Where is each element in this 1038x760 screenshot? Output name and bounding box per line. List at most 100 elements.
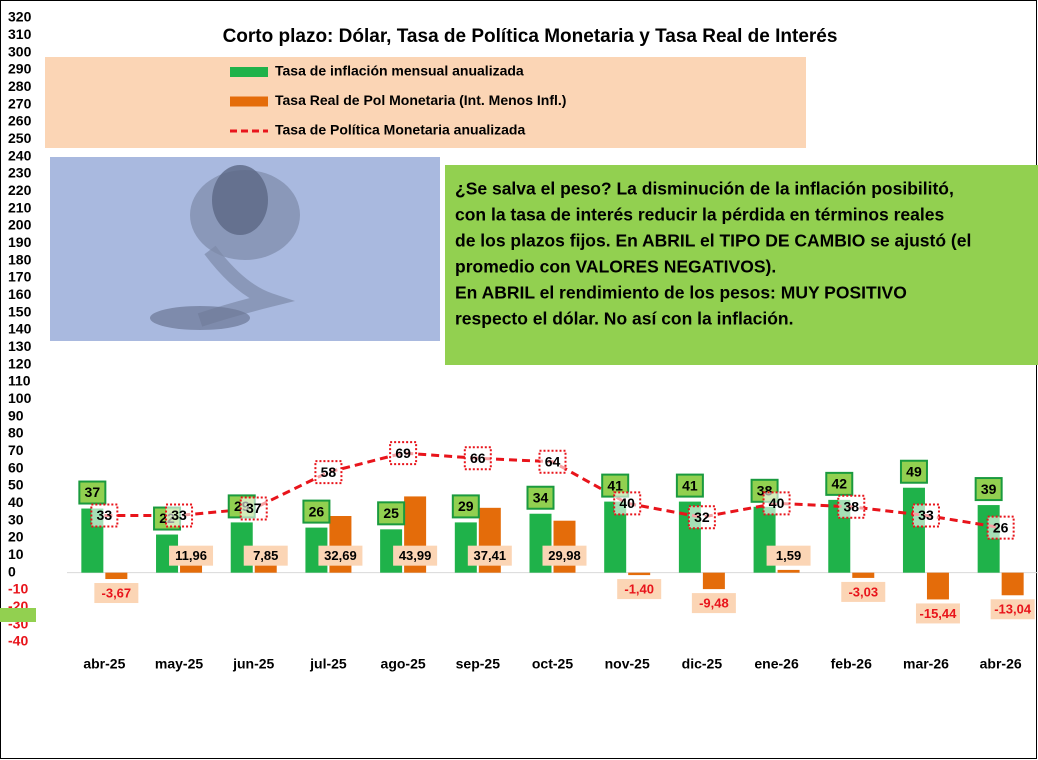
x-tick-label: jun-25 [232, 656, 274, 672]
y-tick-label: 40 [8, 494, 24, 510]
x-tick-label: dic-25 [682, 656, 723, 672]
legend-label: Tasa de inflación mensual anualizada [275, 63, 524, 79]
data-label: 33 [97, 507, 113, 523]
x-tick-label: abr-26 [980, 656, 1022, 672]
data-label: 32,69 [324, 548, 357, 563]
y-tick-label: 160 [8, 286, 32, 302]
y-tick-label: 20 [8, 529, 24, 545]
data-label: 37,41 [474, 548, 507, 563]
y-tick-label: 60 [8, 459, 24, 475]
data-label: 29,98 [548, 548, 581, 563]
legend-marker [230, 97, 268, 107]
x-tick-label: may-25 [155, 656, 203, 672]
data-label: 41 [682, 477, 698, 493]
y-tick-label: 10 [8, 546, 24, 562]
data-label: 33 [171, 507, 187, 523]
y-tick-label: -10 [8, 581, 28, 597]
chart-title: Corto plazo: Dólar, Tasa de Política Mon… [223, 26, 838, 47]
x-tick-label: abr-25 [83, 656, 125, 672]
data-label: -15,44 [920, 606, 958, 621]
data-label: 42 [831, 476, 847, 492]
bar [778, 570, 800, 573]
bar [852, 573, 874, 578]
y-tick-label: 280 [8, 78, 32, 94]
y-tick-label: 200 [8, 217, 32, 233]
data-label: 25 [383, 505, 399, 521]
legend-label: Tasa Real de Pol Monetaria (Int. Menos I… [275, 92, 566, 108]
callout-text: de los plazos fijos. En ABRIL el TIPO DE… [455, 231, 971, 251]
data-label: -9,48 [699, 596, 729, 611]
y-tick-label: 250 [8, 130, 32, 146]
y-tick-label: 100 [8, 390, 32, 406]
legend-label: Tasa de Política Monetaria anualizada [275, 122, 525, 138]
y-tick-label: 210 [8, 199, 32, 215]
data-label: 7,85 [253, 548, 278, 563]
data-label: 32 [694, 509, 710, 525]
y-tick-label: 270 [8, 95, 32, 111]
data-label: 1,59 [776, 548, 801, 563]
y-tick-label: 150 [8, 303, 32, 319]
data-label: 33 [918, 507, 934, 523]
data-label: 40 [769, 495, 785, 511]
y-tick-label: 80 [8, 425, 24, 441]
data-label: -3,67 [102, 585, 132, 600]
bar [903, 488, 925, 573]
data-label: 39 [981, 481, 997, 497]
y-tick-label: 50 [8, 477, 24, 493]
x-tick-label: ago-25 [381, 656, 426, 672]
x-tick-label: nov-25 [605, 656, 650, 672]
x-tick-label: sep-25 [456, 656, 501, 672]
data-label: 58 [321, 464, 337, 480]
data-label: 64 [545, 453, 561, 469]
callout-text: ¿Se salva el peso? La disminución de la … [455, 179, 954, 199]
y-tick-label: 130 [8, 338, 32, 354]
y-tick-label: 300 [8, 43, 32, 59]
x-tick-label: feb-26 [831, 656, 872, 672]
x-tick-label: ene-26 [754, 656, 799, 672]
y-tick-label: 260 [8, 113, 32, 129]
y-tick-label: 190 [8, 234, 32, 250]
data-label: -1,40 [624, 582, 654, 597]
data-label: 43,99 [399, 548, 432, 563]
data-label: 26 [309, 503, 325, 519]
chart: -40-30-20-100102030405060708090100110120… [0, 0, 1038, 760]
data-label: 49 [906, 463, 922, 479]
data-label: 40 [619, 495, 635, 511]
y-tick-label: 30 [8, 511, 24, 527]
data-label: 26 [993, 519, 1009, 535]
x-tick-label: oct-25 [532, 656, 573, 672]
y-tick-label: 290 [8, 61, 32, 77]
bar [927, 573, 949, 600]
data-label: -13,04 [994, 602, 1032, 617]
data-label: 34 [533, 489, 549, 505]
y-tick-label: 110 [8, 373, 31, 389]
callout-text: promedio con VALORES NEGATIVOS). [455, 257, 776, 277]
bar [628, 573, 650, 575]
x-tick-label: mar-26 [903, 656, 949, 672]
y-tick-label: 230 [8, 165, 32, 181]
y-tick-label: 120 [8, 355, 32, 371]
data-label: -3,03 [848, 584, 878, 599]
data-label: 66 [470, 450, 486, 466]
image [50, 157, 440, 341]
bar [105, 573, 127, 579]
data-label: 38 [843, 499, 859, 515]
data-label: 41 [607, 477, 623, 493]
y-tick-label: 90 [8, 407, 24, 423]
y-tick-label: 0 [8, 563, 16, 579]
y-tick-label: 310 [8, 26, 32, 42]
callout-text: respecto el dólar. No así con la inflaci… [455, 309, 793, 329]
x-tick-label: jul-25 [309, 656, 347, 672]
bar [703, 573, 725, 589]
y-tick-label: 140 [8, 321, 32, 337]
y-tick-label: 240 [8, 147, 32, 163]
data-label: 37 [246, 500, 262, 516]
callout-text: En ABRIL el rendimiento de los pesos: MU… [455, 283, 907, 303]
y-tick-label: -40 [8, 633, 28, 649]
data-label: 69 [395, 445, 411, 461]
y-tick-label: 220 [8, 182, 32, 198]
data-label: 37 [85, 484, 101, 500]
y-tick-label: 320 [8, 9, 32, 25]
data-label: 29 [458, 498, 474, 514]
legend-marker [230, 67, 268, 77]
